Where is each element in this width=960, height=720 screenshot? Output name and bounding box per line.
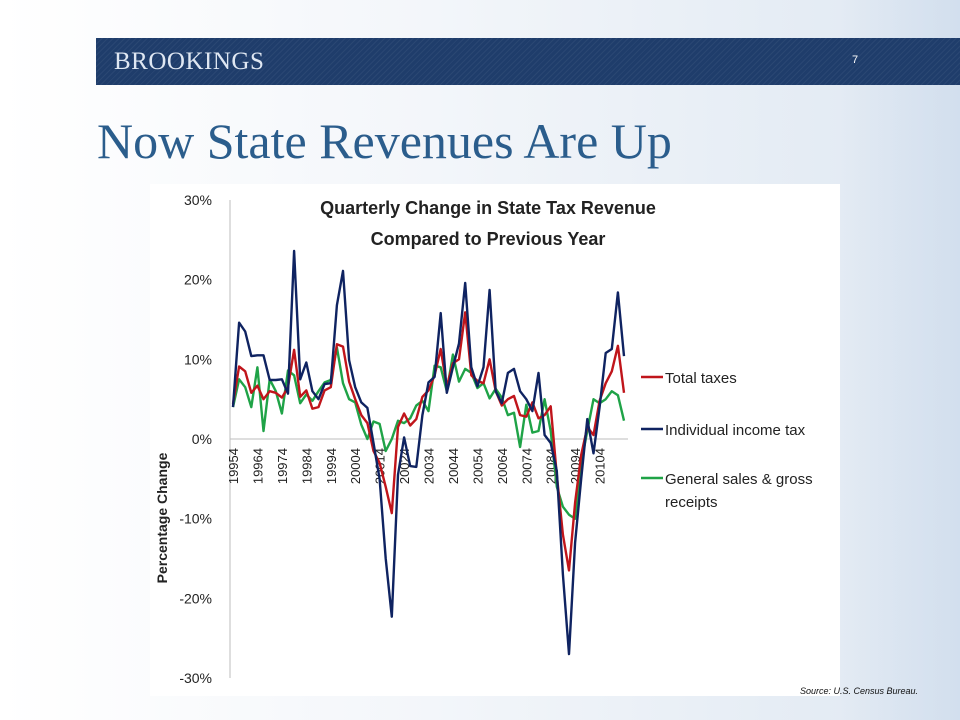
x-tick-label: 20004 xyxy=(348,448,363,484)
x-tick-label: 19994 xyxy=(324,448,339,484)
y-tick-labels: 30% 20% 10% 0% -10% -20% -30% xyxy=(179,192,212,686)
legend-label: Total taxes xyxy=(665,370,737,387)
y-tick-label: -10% xyxy=(179,511,212,527)
x-tick-label: 20104 xyxy=(593,448,608,484)
chart-title-line-2: Compared to Previous Year xyxy=(371,229,606,249)
x-tick-label: 20034 xyxy=(422,448,437,484)
x-tick-label: 19964 xyxy=(250,448,265,484)
series-line-individual-income-tax xyxy=(231,249,626,656)
legend: Total taxes Individual income tax General … xyxy=(641,370,813,511)
x-tick-label: 20044 xyxy=(446,448,461,484)
x-tick-label: 20074 xyxy=(519,448,534,484)
legend-label: Individual income tax xyxy=(665,422,806,439)
line-chart: Quarterly Change in State Tax Revenue Co… xyxy=(154,192,813,686)
chart-panel: Quarterly Change in State Tax Revenue Co… xyxy=(150,184,840,696)
y-axis-label: Percentage Change xyxy=(154,452,170,583)
slide-title: Now State Revenues Are Up xyxy=(97,113,672,169)
x-tick-label: 19954 xyxy=(226,448,241,484)
y-tick-label: 10% xyxy=(184,351,212,367)
y-tick-label: 30% xyxy=(184,192,212,208)
x-tick-label: 20054 xyxy=(470,448,485,484)
chart-title-line-1: Quarterly Change in State Tax Revenue xyxy=(320,198,656,218)
legend-label: receipts xyxy=(665,494,718,511)
y-tick-label: 0% xyxy=(192,431,212,447)
chart-title: Quarterly Change in State Tax Revenue Co… xyxy=(320,198,656,249)
source-note: Source: U.S. Census Bureau. xyxy=(800,686,919,696)
background-band xyxy=(840,0,960,720)
y-tick-label: 20% xyxy=(184,272,212,288)
y-tick-label: -30% xyxy=(179,670,212,686)
header-bar xyxy=(96,38,960,85)
x-tick-label: 19974 xyxy=(275,448,290,484)
legend-label: General sales & gross xyxy=(665,471,813,488)
y-tick-label: -20% xyxy=(179,590,212,606)
x-tick-label: 19984 xyxy=(299,448,314,484)
page-number: 7 xyxy=(852,54,859,66)
series-line-general-sales-gross-receipts xyxy=(231,346,626,520)
series-line-total-taxes xyxy=(231,311,626,572)
series-lines xyxy=(231,249,626,656)
brand-logo-text: BROOKINGS xyxy=(114,48,265,75)
x-tick-label: 20064 xyxy=(495,448,510,484)
